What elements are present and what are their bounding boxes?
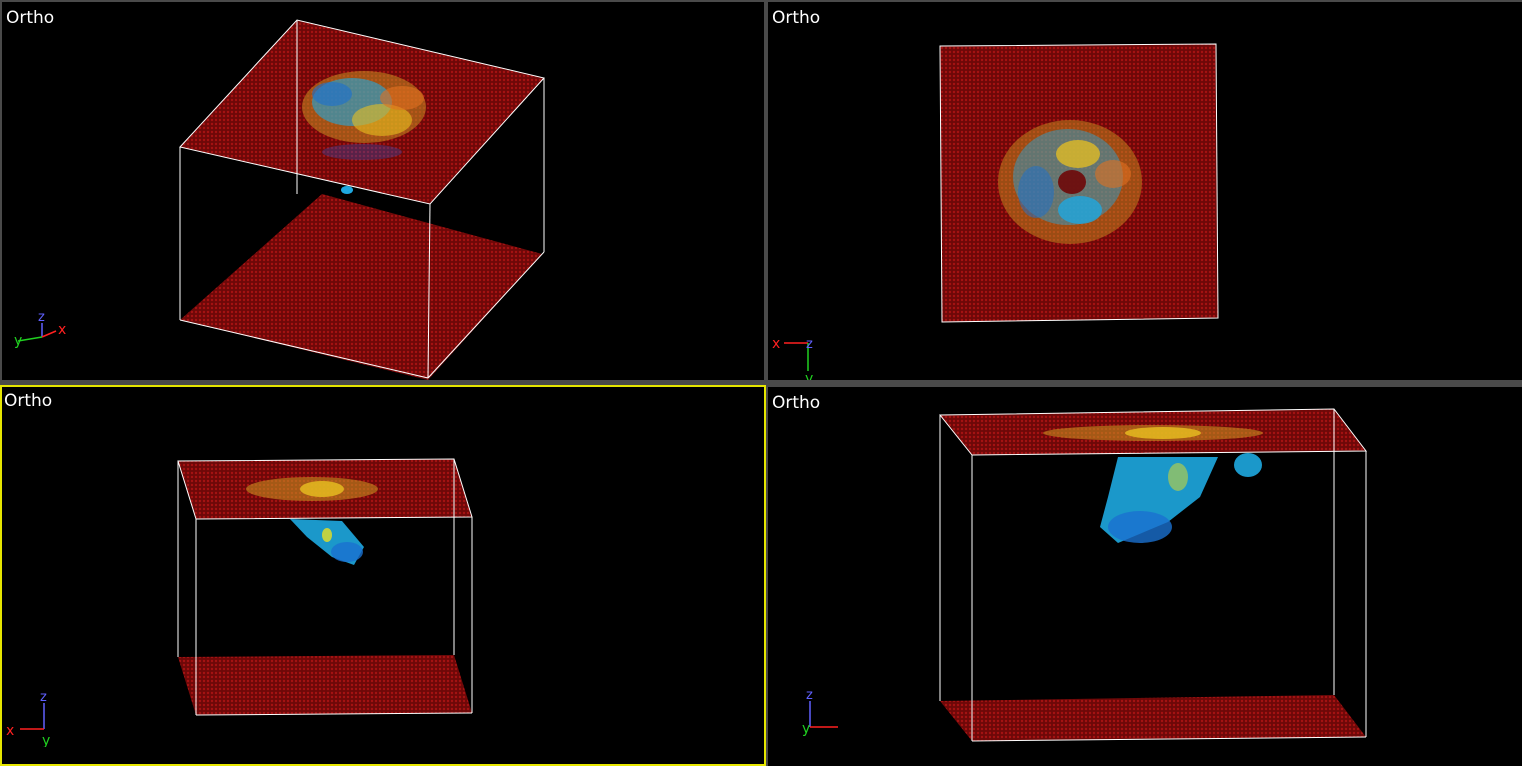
bounding-box [938,408,1368,742]
axis-y-label: y [805,371,813,380]
axis-x-label: x [772,336,780,352]
axis-y-label: y [42,733,50,747]
scene-3d-render[interactable] [2,2,764,380]
bounding-box [179,19,545,379]
axis-triad: y z x [14,310,66,349]
bounding-box [177,458,473,716]
viewport-bottom-right[interactable]: Ortho y z x [768,387,1522,766]
scene-3d-render[interactable] [768,387,1522,766]
axis-z-label: z [806,337,813,352]
axis-x-label: x [58,322,66,338]
axis-triad: x z y [772,336,813,380]
axis-y-label: y [14,333,22,349]
viewport-label: Ortho [772,8,821,28]
axis-triad: y z x [802,688,838,737]
bottom-plane [178,655,472,715]
scene-3d-render[interactable] [768,2,1522,380]
viewport-top-left[interactable]: Ortho [2,2,764,380]
data-cloud [998,120,1142,244]
viewport-top-right[interactable]: Ortho x z y [768,2,1522,380]
scene-3d-render[interactable] [2,387,764,764]
axis-z-label: z [40,690,47,705]
axis-x-label: x [6,723,14,739]
data-cloud [1043,425,1263,543]
axis-z-label: z [806,688,813,703]
data-cloud [246,477,378,565]
viewport-label: Ortho [4,391,53,411]
axis-y-label: y [802,721,810,737]
data-cloud [302,71,426,194]
viewport-bottom-left[interactable]: Ortho x z y [0,385,766,766]
bottom-plane [940,695,1366,741]
axis-z-label: z [38,310,45,325]
bottom-plane [180,194,542,380]
viewport-label: Ortho [6,8,55,28]
axis-triad: x z y [6,690,50,747]
viewport-label: Ortho [772,393,821,413]
